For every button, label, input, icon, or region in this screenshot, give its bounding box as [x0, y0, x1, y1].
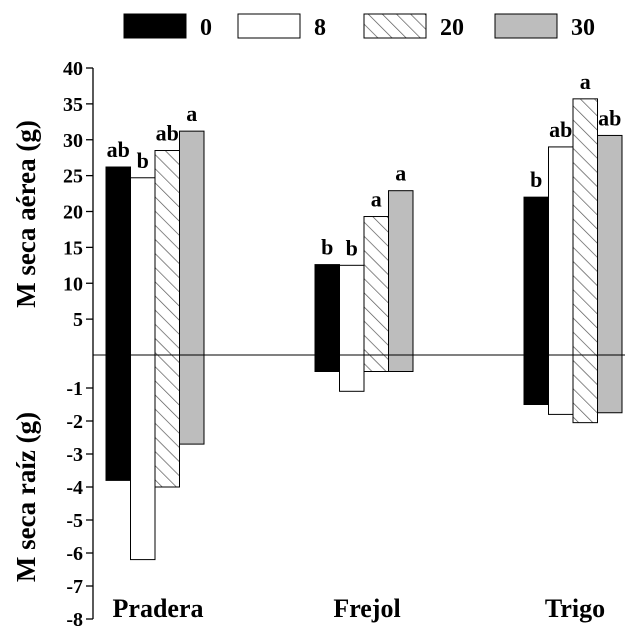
significance-letter: b [346, 235, 358, 260]
significance-letter: a [580, 69, 591, 94]
bar-bottom-Frejol-8 [339, 354, 365, 392]
significance-letter: b [321, 235, 333, 260]
significance-letter: ab [549, 117, 572, 142]
bars [105, 98, 623, 561]
category-label-frejol: Frejol [333, 594, 400, 623]
y-tick-label: -2 [66, 411, 83, 433]
y-tick-label: 10 [63, 273, 83, 295]
significance-letter: ab [156, 121, 179, 146]
category-label-pradera: Pradera [113, 594, 204, 623]
category-label-trigo: Trigo [545, 594, 605, 623]
y-tick-label: -1 [66, 378, 83, 400]
significance-letter: ab [107, 137, 130, 162]
legend: 0 8 20 30 [123, 13, 595, 41]
significance-letter: ab [598, 105, 621, 130]
y-tick-label: -4 [66, 477, 83, 499]
legend-swatch-30 [494, 13, 558, 39]
bar-top-Trigo-20 [572, 98, 598, 356]
y-tick-label: 35 [63, 94, 83, 116]
bar-top-Trigo-30 [597, 134, 623, 356]
y-tick-label: 30 [63, 130, 83, 152]
bar-top-Pradera-8 [130, 177, 156, 356]
bar-bottom-Trigo-20 [572, 354, 598, 424]
bar-top-Frejol-30 [388, 190, 414, 356]
legend-label: 20 [440, 15, 464, 41]
significance-letter: a [395, 161, 406, 186]
bar-top-Pradera-30 [179, 130, 205, 356]
y-axis-label-top: M seca aérea (g) [11, 120, 41, 308]
bar-bottom-Pradera-0 [105, 354, 131, 481]
bar-top-Trigo-0 [523, 196, 549, 356]
bar-top-Frejol-0 [314, 264, 340, 356]
y-tick-label: 20 [63, 202, 83, 224]
bar-bottom-Trigo-8 [548, 354, 574, 415]
legend-label: 8 [314, 15, 326, 41]
bar-top-Frejol-20 [363, 216, 389, 356]
y-tick-label: -7 [66, 576, 83, 598]
legend-label: 0 [200, 15, 212, 41]
bar-bottom-Pradera-20 [154, 354, 180, 488]
bar-bottom-Frejol-0 [314, 354, 340, 372]
significance-letter: a [186, 101, 197, 126]
significance-letter: a [371, 187, 382, 212]
bar-bottom-Trigo-30 [597, 354, 623, 414]
legend-swatch-20 [363, 13, 427, 39]
y-tick-label: 15 [63, 237, 83, 259]
bar-top-Pradera-20 [154, 150, 180, 356]
bar-bottom-Trigo-0 [523, 354, 549, 405]
axes: 5 10 15 20 25 30 35 40 -1 -2 -3 -4 -5 -6 -7 -8 [63, 58, 625, 628]
legend-swatch-8 [237, 13, 301, 39]
bar-top-Trigo-8 [548, 146, 574, 356]
bar-top-Pradera-0 [105, 166, 131, 356]
bar-bottom-Frejol-20 [363, 354, 389, 372]
y-tick-label: -6 [66, 543, 83, 565]
y-tick-label: 5 [73, 309, 83, 331]
y-tick-label: -5 [66, 510, 83, 532]
y-axis-label-bottom: M seca raíz (g) [11, 412, 41, 582]
y-tick-label: 40 [63, 58, 83, 80]
y-tick-label: -8 [66, 609, 83, 628]
legend-label: 30 [571, 15, 595, 41]
legend-swatch-0 [123, 13, 187, 39]
significance-letter: b [530, 167, 542, 192]
bar-bottom-Pradera-8 [130, 354, 156, 561]
y-tick-label: 25 [63, 166, 83, 188]
significance-letter: b [137, 148, 149, 173]
bar-bottom-Frejol-30 [388, 354, 414, 372]
bar-top-Frejol-8 [339, 264, 365, 356]
y-tick-label: -3 [66, 444, 83, 466]
bar-bottom-Pradera-30 [179, 354, 205, 445]
